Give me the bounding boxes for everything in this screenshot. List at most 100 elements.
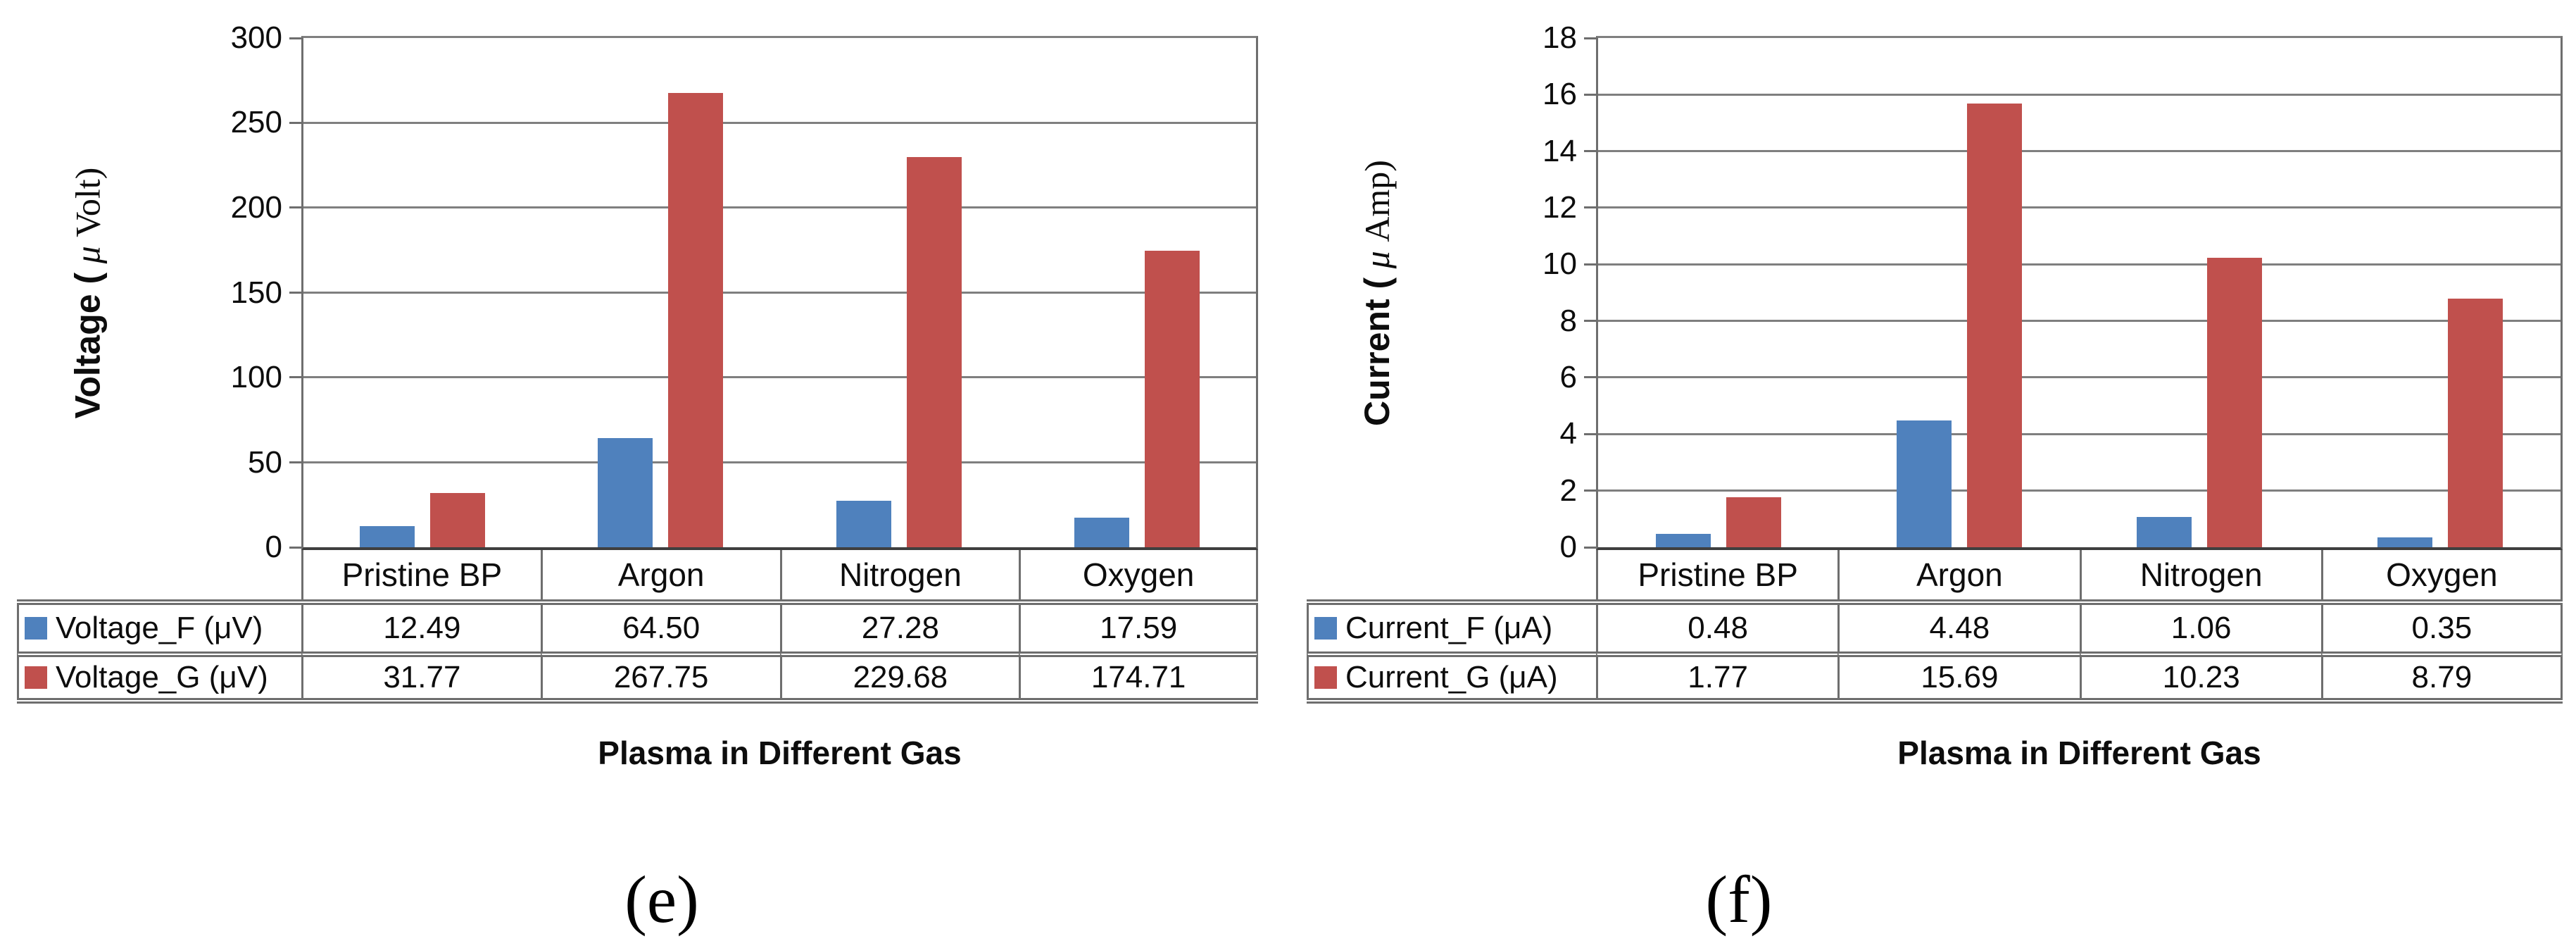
- category-bar-group: [1018, 38, 1256, 547]
- y-tick-label: 250: [230, 105, 282, 140]
- y-axis-tick-mark: [1584, 376, 1596, 379]
- y-axis-tick-mark: [1584, 93, 1596, 96]
- table-value-cell: 12.49: [301, 605, 541, 651]
- bar: [668, 92, 724, 547]
- y-axis-tick-mark: [1584, 37, 1596, 39]
- y-axis-tick-mark: [1584, 432, 1596, 435]
- category-label: Pristine BP: [301, 550, 541, 599]
- y-axis-tick-mark: [1584, 206, 1596, 209]
- legend-swatch: [25, 666, 47, 689]
- category-label: Pristine BP: [1596, 550, 1837, 599]
- category-label: Oxygen: [1019, 550, 1258, 599]
- x-axis-title: Plasma in Different Gas: [598, 735, 962, 771]
- bar: [1966, 103, 2022, 547]
- y-tick-label: 50: [248, 444, 282, 480]
- y-axis-tick-mark: [289, 461, 301, 463]
- legend-swatch: [1314, 666, 1337, 689]
- category-axis-row: Pristine BP Argon Nitrogen Oxygen: [17, 550, 1258, 599]
- category-axis-row: Pristine BP Argon Nitrogen Oxygen: [1307, 550, 2563, 599]
- subfigure-caption: (f): [1705, 862, 1773, 937]
- y-axis-tick-mark: [1584, 263, 1596, 266]
- y-tick-label: 12: [1543, 189, 1577, 225]
- chart-panel-voltage: Voltage ( μ Volt) 0 50 100 150 200 250 300 Pri…: [17, 0, 1258, 948]
- data-table: Voltage_F (μV) 12.49 64.50 27.28 17.59 Voltag…: [17, 599, 1258, 704]
- y-tick-label: 4: [1559, 416, 1577, 451]
- x-axis-title: Plasma in Different Gas: [1897, 735, 2261, 771]
- series-name: Voltage_G (μV): [56, 660, 268, 694]
- bar: [2377, 537, 2433, 547]
- y-axis-title: Current ( μ Amp): [1349, 36, 1405, 550]
- gridline: [1598, 320, 2561, 323]
- subfigure-caption: (e): [624, 862, 699, 937]
- table-value-cell: 4.48: [1837, 605, 2079, 651]
- y-axis-tick-mark: [289, 121, 301, 124]
- gridline: [1598, 93, 2561, 96]
- gridline: [303, 292, 1256, 294]
- y-axis-tick-mark: [289, 292, 301, 294]
- category-label: Oxygen: [2320, 550, 2563, 599]
- y-axis-tick-mark: [289, 376, 301, 379]
- y-tick-label: 300: [230, 20, 282, 55]
- table-value-cell: 64.50: [540, 605, 780, 651]
- table-value-cell: 15.69: [1837, 651, 2080, 698]
- category-bar-group: [303, 38, 541, 547]
- bar: [2448, 298, 2503, 547]
- gridline: [1598, 150, 2561, 153]
- gridline: [303, 461, 1256, 463]
- y-axis-title-unit: Volt): [68, 167, 108, 237]
- y-tick-label: 6: [1559, 359, 1577, 394]
- table-value-cell: 267.75: [540, 651, 780, 698]
- legend-cell: Voltage_F (μV): [17, 605, 301, 651]
- y-axis-tick-mark: [289, 546, 301, 549]
- bar: [430, 493, 486, 547]
- y-tick-label: 14: [1543, 133, 1577, 168]
- gridline: [1598, 206, 2561, 209]
- y-tick-label: 2: [1559, 473, 1577, 508]
- legend-cell: Current_F (μA): [1307, 605, 1596, 651]
- gridline: [1598, 489, 2561, 492]
- mu-symbol: μ: [68, 237, 108, 273]
- bar: [1726, 497, 1781, 547]
- bar: [906, 157, 962, 547]
- category-bar-group: [1839, 38, 2080, 547]
- y-axis-tick-mark: [1584, 546, 1596, 549]
- y-axis-title-text: Voltage (: [68, 272, 108, 419]
- data-table: Current_F (μA) 0.48 4.48 1.06 0.35 Current_G …: [1307, 599, 2563, 704]
- y-tick-label: 0: [1559, 530, 1577, 564]
- bar: [1144, 250, 1200, 547]
- category-label: Argon: [540, 550, 780, 599]
- table-value-cell: 174.71: [1019, 651, 1258, 698]
- y-tick-label: 100: [230, 359, 282, 394]
- category-label: Nitrogen: [779, 550, 1019, 599]
- table-value-cell: 0.48: [1596, 605, 1837, 651]
- y-axis-tick-mark: [289, 206, 301, 209]
- plot-wrap: 0 2 4 6 8 10 12 14 16 18: [1543, 0, 2563, 564]
- bar: [1896, 420, 1952, 547]
- bar: [1655, 533, 1711, 547]
- bar: [836, 501, 891, 547]
- legend-swatch: [1314, 617, 1337, 640]
- chart-panel-current: Current ( μ Amp) 0 2 4 6 8 10 12 14 16 18 Pristin…: [1307, 0, 2563, 948]
- legend-cell: Current_G (μA): [1307, 651, 1596, 698]
- series-name: Voltage_F (μV): [56, 611, 263, 645]
- bar: [360, 525, 415, 547]
- plot-area: 0 50 100 150 200 250 300: [231, 20, 1258, 564]
- gridline: [303, 376, 1256, 379]
- category-bar-group: [2080, 38, 2320, 547]
- y-tick-label: 18: [1543, 20, 1577, 55]
- plot-wrap: 0 50 100 150 200 250 300: [231, 0, 1258, 564]
- category-label: Argon: [1837, 550, 2079, 599]
- y-axis-tick-mark: [1584, 489, 1596, 492]
- table-value-cell: 8.79: [2320, 651, 2563, 698]
- bars-layer: [1598, 38, 2561, 547]
- gridline: [1598, 376, 2561, 379]
- y-tick-label: 200: [230, 189, 282, 225]
- category-bar-group: [1598, 38, 1839, 547]
- category-bar-group: [780, 38, 1018, 547]
- plot-area: 0 2 4 6 8 10 12 14 16 18: [1543, 20, 2563, 564]
- bar: [2137, 517, 2192, 547]
- gridline: [1598, 432, 2561, 435]
- y-axis-title: Voltage ( μ Volt): [59, 36, 115, 550]
- y-axis-tick-mark: [289, 37, 301, 39]
- y-axis-tick-mark: [1584, 320, 1596, 323]
